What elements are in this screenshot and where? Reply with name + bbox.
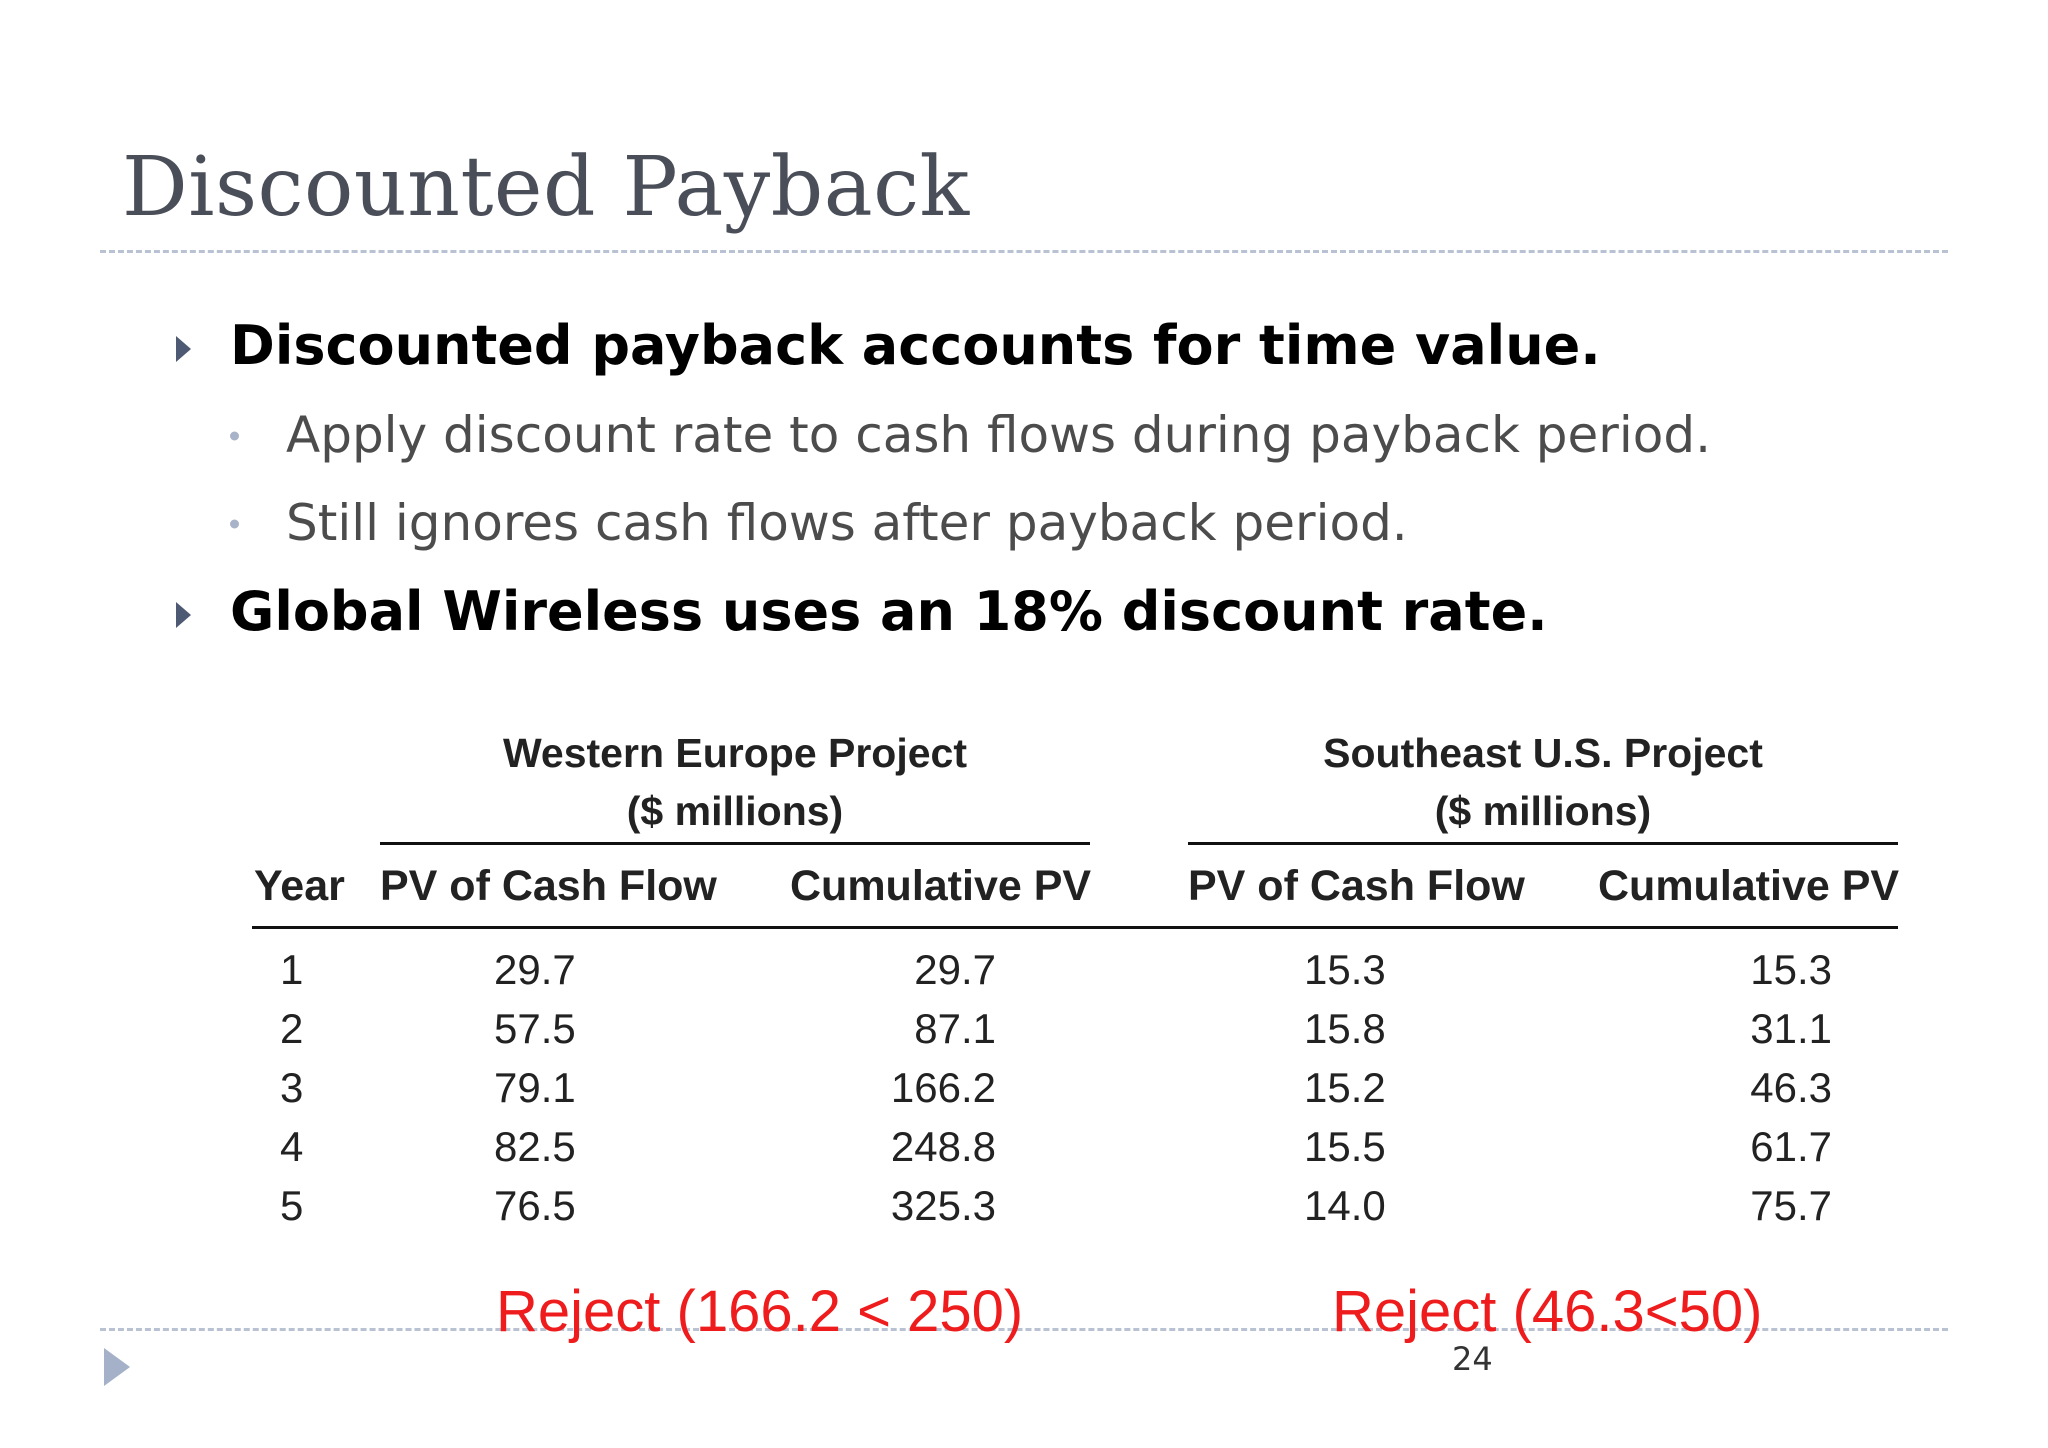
year-cell: 3: [280, 1064, 304, 1111]
group-underline-western: [380, 842, 1090, 845]
sub-bullet-2-text: Still ignores cash flows after payback p…: [286, 494, 1408, 552]
cumulative-cell: 29.7: [914, 946, 996, 993]
cumulative-cell: 248.8: [890, 1123, 996, 1170]
year-cell: 5: [280, 1182, 304, 1229]
group-header-southeast: Southeast U.S. Project ($ millions): [1188, 724, 1898, 840]
sub-bullet-dot-icon: [230, 431, 239, 441]
group-unit: ($ millions): [626, 788, 844, 834]
pv-cell: 76.5: [494, 1182, 576, 1229]
pv-cell: 15.3: [1304, 946, 1386, 993]
pv-cell: 29.7: [494, 946, 576, 993]
group-unit: ($ millions): [1434, 788, 1652, 834]
year-cell: 2: [280, 1005, 304, 1052]
group-name: Southeast U.S. Project: [1323, 730, 1763, 776]
corner-arrow-icon: [104, 1348, 130, 1386]
sub-bullet-1-text: Apply discount rate to cash flows during…: [286, 406, 1711, 464]
cumulative-cell: 61.7: [1750, 1123, 1832, 1170]
bullet-1-text: Discounted payback accounts for time val…: [230, 314, 1601, 377]
year-cell: 4: [280, 1123, 304, 1170]
cumulative-cell: 325.3: [890, 1182, 996, 1229]
bullet-arrow-icon: [176, 336, 191, 362]
pv-cell: 57.5: [494, 1005, 576, 1052]
bullet-2-text: Global Wireless uses an 18% discount rat…: [230, 580, 1548, 643]
pv-cell: 15.5: [1304, 1123, 1386, 1170]
bullet-arrow-icon: [176, 602, 191, 628]
column-header-year: Year: [254, 862, 345, 910]
cumulative-cell: 31.1: [1750, 1005, 1832, 1052]
southeast-decision-note: Reject (46.3<50): [1332, 1279, 1763, 1344]
pv-cell: 79.1: [494, 1064, 576, 1111]
column-header-pv-cash-flow: PV of Cash Flow: [1188, 862, 1525, 910]
cumulative-cell: 166.2: [890, 1064, 996, 1111]
pv-cell: 15.8: [1304, 1005, 1386, 1052]
group-underline-southeast: [1188, 842, 1898, 845]
pv-cell: 15.2: [1304, 1064, 1386, 1111]
header-rule: [252, 926, 1898, 929]
column-header-pv-cash-flow: PV of Cash Flow: [380, 862, 717, 910]
sub-bullet-dot-icon: [230, 519, 239, 529]
cumulative-cell: 46.3: [1750, 1064, 1832, 1111]
cumulative-cell: 75.7: [1750, 1182, 1832, 1229]
pv-cell: 82.5: [494, 1123, 576, 1170]
column-header-cumulative-pv: Cumulative PV: [790, 862, 1092, 910]
western-decision-note: Reject (166.2 < 250): [496, 1279, 1024, 1344]
title-divider: [100, 250, 1948, 253]
group-name: Western Europe Project: [502, 730, 968, 776]
slide-title: Discounted Payback: [122, 140, 970, 235]
footer-divider: [100, 1328, 1948, 1331]
column-header-cumulative-pv: Cumulative PV: [1598, 862, 1900, 910]
pv-cell: 14.0: [1304, 1182, 1386, 1229]
page-number: 24: [1452, 1340, 1493, 1378]
cumulative-cell: 15.3: [1750, 946, 1832, 993]
cumulative-cell: 87.1: [914, 1005, 996, 1052]
group-header-western: Western Europe Project ($ millions): [380, 724, 1090, 840]
year-cell: 1: [280, 946, 304, 993]
